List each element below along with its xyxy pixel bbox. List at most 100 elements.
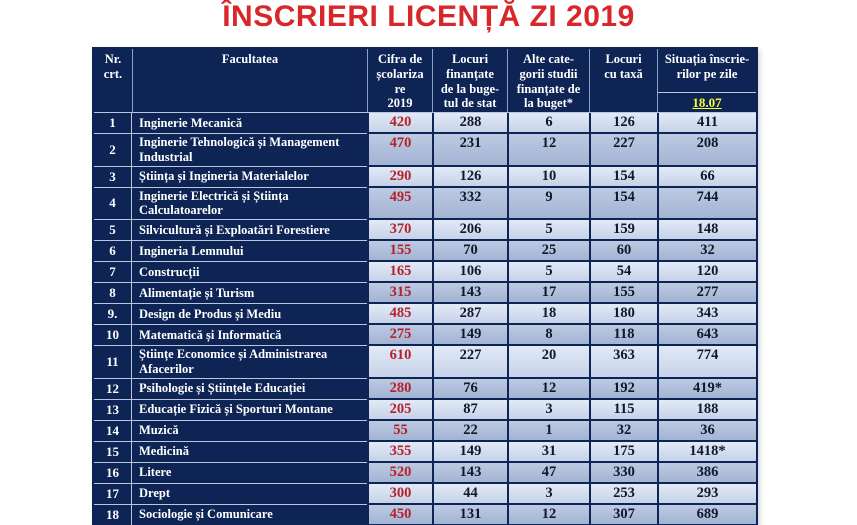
situatia-cell: 774 — [657, 346, 756, 379]
cifra-cell: 315 — [367, 283, 432, 304]
locuri-taxa-cell: 154 — [589, 166, 657, 188]
row-number-cell: 16 — [94, 462, 132, 484]
row-number-cell: 15 — [94, 441, 132, 463]
cifra-cell: 290 — [367, 166, 432, 188]
cifra-cell: 300 — [367, 483, 432, 505]
situatia-cell: 343 — [657, 304, 756, 325]
locuri-buget-cell: 143 — [432, 283, 507, 304]
table-row: 14 Muzică 55 22 1 32 36 — [94, 420, 756, 442]
col-header-cifra: Cifra de școlariza re 2019 — [367, 49, 432, 113]
locuri-buget-cell: 131 — [432, 504, 507, 525]
row-number-cell: 4 — [94, 187, 132, 220]
situatia-cell: 744 — [657, 187, 756, 220]
faculty-name-cell: Drept — [132, 483, 367, 505]
table-row: 6 Ingineria Lemnului 155 70 25 60 32 — [94, 241, 756, 262]
table-row: 4 Inginerie Electrică și Știința Calcula… — [94, 187, 756, 220]
locuri-buget-cell: 149 — [432, 325, 507, 346]
table-row: 11 Științe Economice și Administrarea Af… — [94, 346, 756, 379]
locuri-buget-cell: 44 — [432, 483, 507, 505]
locuri-buget-cell: 70 — [432, 241, 507, 262]
cifra-cell: 55 — [367, 420, 432, 442]
alte-categorii-cell: 9 — [507, 187, 589, 220]
col-header-nr-crt: Nr. crt. — [94, 49, 132, 113]
row-number-cell: 11 — [94, 346, 132, 379]
locuri-buget-cell: 76 — [432, 378, 507, 400]
alte-categorii-cell: 3 — [507, 483, 589, 505]
locuri-taxa-cell: 115 — [589, 399, 657, 421]
table-row: 15 Medicină 355 149 31 175 1418* — [94, 441, 756, 463]
faculty-name-cell: Matematică și Informatică — [132, 325, 367, 346]
situatia-cell: 277 — [657, 283, 756, 304]
table-header: Nr. crt. Facultatea Cifra de școlariza r… — [94, 49, 756, 113]
cifra-cell: 495 — [367, 187, 432, 220]
locuri-taxa-cell: 118 — [589, 325, 657, 346]
alte-categorii-cell: 1 — [507, 420, 589, 442]
alte-categorii-cell: 12 — [507, 134, 589, 167]
locuri-buget-cell: 143 — [432, 462, 507, 484]
cifra-cell: 280 — [367, 378, 432, 400]
enrollment-table-container: Nr. crt. Facultatea Cifra de școlariza r… — [92, 47, 758, 525]
table-row: 16 Litere 520 143 47 330 386 — [94, 462, 756, 484]
table-row: 9. Design de Produs și Mediu 485 287 18 … — [94, 304, 756, 325]
faculty-name-cell: Ingineria Lemnului — [132, 241, 367, 262]
cifra-cell: 355 — [367, 441, 432, 463]
locuri-taxa-cell: 159 — [589, 220, 657, 241]
table-row: 1 Inginerie Mecanică 420 288 6 126 411 — [94, 113, 756, 134]
situatia-cell: 689 — [657, 504, 756, 525]
locuri-taxa-cell: 54 — [589, 262, 657, 283]
locuri-taxa-cell: 60 — [589, 241, 657, 262]
cifra-cell: 155 — [367, 241, 432, 262]
row-number-cell: 3 — [94, 166, 132, 188]
situatia-cell: 643 — [657, 325, 756, 346]
row-number-cell: 10 — [94, 325, 132, 346]
table-row: 5 Silvicultură și Exploatări Forestiere … — [94, 220, 756, 241]
alte-categorii-cell: 12 — [507, 378, 589, 400]
locuri-taxa-cell: 154 — [589, 187, 657, 220]
table-row: 8 Alimentație și Turism 315 143 17 155 2… — [94, 283, 756, 304]
faculty-name-cell: Construcții — [132, 262, 367, 283]
cifra-cell: 520 — [367, 462, 432, 484]
locuri-buget-cell: 87 — [432, 399, 507, 421]
situatia-cell: 36 — [657, 420, 756, 442]
row-number-cell: 17 — [94, 483, 132, 505]
alte-categorii-cell: 17 — [507, 283, 589, 304]
alte-categorii-cell: 47 — [507, 462, 589, 484]
row-number-cell: 9. — [94, 304, 132, 325]
alte-categorii-cell: 25 — [507, 241, 589, 262]
row-number-cell: 6 — [94, 241, 132, 262]
locuri-buget-cell: 149 — [432, 441, 507, 463]
situatia-cell: 188 — [657, 399, 756, 421]
locuri-taxa-cell: 330 — [589, 462, 657, 484]
faculty-name-cell: Psihologie și Științele Educației — [132, 378, 367, 400]
alte-categorii-cell: 5 — [507, 262, 589, 283]
locuri-buget-cell: 106 — [432, 262, 507, 283]
table-row: 13 Educație Fizică și Sporturi Montane 2… — [94, 399, 756, 421]
table-row: 7 Construcții 165 106 5 54 120 — [94, 262, 756, 283]
faculty-name-cell: Inginerie Tehnologică și Management Indu… — [132, 134, 367, 167]
faculty-name-cell: Medicină — [132, 441, 367, 463]
situatia-cell: 148 — [657, 220, 756, 241]
alte-categorii-cell: 3 — [507, 399, 589, 421]
faculty-name-cell: Științe Economice și Administrarea Aface… — [132, 346, 367, 379]
alte-categorii-cell: 10 — [507, 166, 589, 188]
cifra-cell: 470 — [367, 134, 432, 167]
alte-categorii-cell: 18 — [507, 304, 589, 325]
table-row: 3 Știința și Ingineria Materialelor 290 … — [94, 166, 756, 188]
row-number-cell: 5 — [94, 220, 132, 241]
locuri-buget-cell: 332 — [432, 187, 507, 220]
row-number-cell: 2 — [94, 134, 132, 167]
alte-categorii-cell: 5 — [507, 220, 589, 241]
faculty-name-cell: Alimentație și Turism — [132, 283, 367, 304]
locuri-taxa-cell: 180 — [589, 304, 657, 325]
faculty-name-cell: Știința și Ingineria Materialelor — [132, 166, 367, 188]
faculty-name-cell: Silvicultură și Exploatări Forestiere — [132, 220, 367, 241]
cifra-cell: 275 — [367, 325, 432, 346]
situatia-cell: 66 — [657, 166, 756, 188]
faculty-name-cell: Educație Fizică și Sporturi Montane — [132, 399, 367, 421]
alte-categorii-cell: 12 — [507, 504, 589, 525]
situatia-cell: 293 — [657, 483, 756, 505]
cifra-cell: 420 — [367, 113, 432, 134]
col-header-alte-categorii: Alte cate- gorii studii finanțate de la … — [507, 49, 589, 113]
situatia-cell: 419* — [657, 378, 756, 400]
